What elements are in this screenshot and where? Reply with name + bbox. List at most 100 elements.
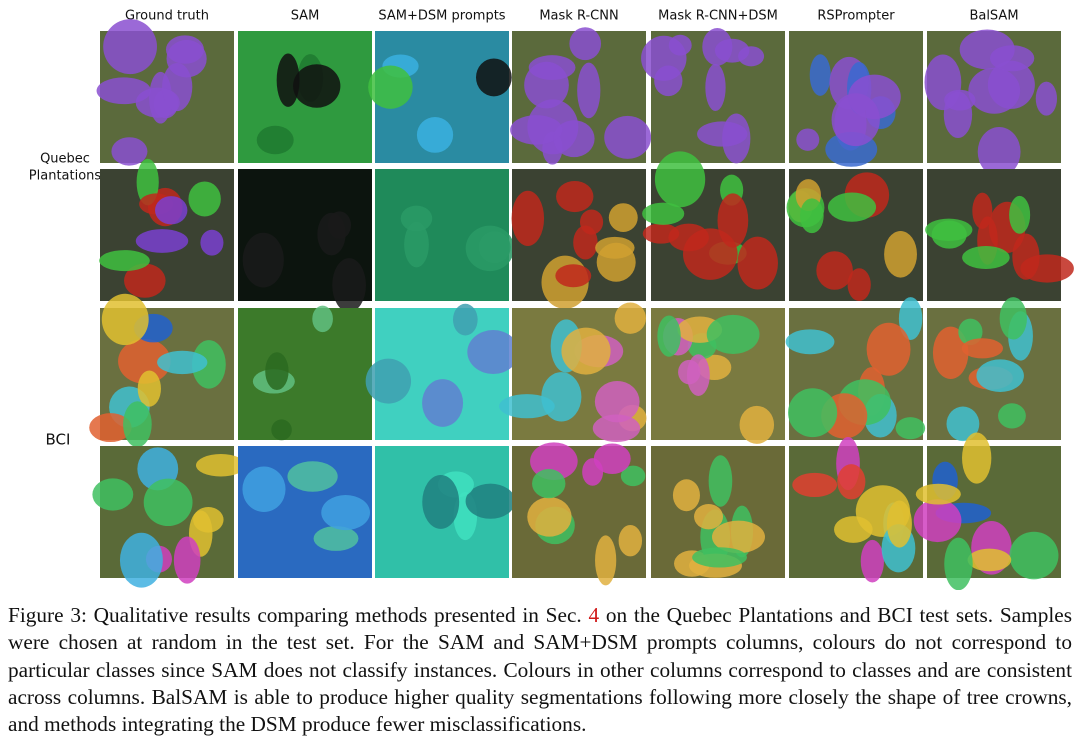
segment-blob <box>173 536 201 584</box>
segment-blob <box>620 465 646 487</box>
segment-blob <box>706 314 760 354</box>
segment-blob <box>321 495 371 531</box>
segment-blob <box>788 388 838 438</box>
segment-blob <box>594 380 640 423</box>
segment-blob <box>422 474 460 529</box>
segment-blob <box>556 180 594 213</box>
segment-blob <box>925 218 973 241</box>
segment-blob <box>511 190 545 246</box>
segment-blob <box>898 297 923 341</box>
image-tile <box>927 297 1061 442</box>
segment-blob <box>962 432 992 484</box>
segment-blob <box>932 326 969 380</box>
segment-blob <box>242 232 284 288</box>
segment-blob <box>642 223 680 244</box>
segment-blob <box>467 330 520 374</box>
segment-blob <box>946 406 980 442</box>
segment-blob <box>962 245 1010 269</box>
image-tile <box>375 446 516 578</box>
image-tile <box>913 432 1061 590</box>
segment-blob <box>569 27 602 61</box>
segment-blob <box>809 54 831 96</box>
segment-blob <box>886 500 912 548</box>
segment-blob <box>642 202 685 225</box>
segment-blob <box>400 205 433 232</box>
segment-blob <box>143 478 193 527</box>
segment-blob <box>785 329 835 355</box>
segment-blob <box>265 352 289 391</box>
segment-blob <box>276 53 300 107</box>
segment-blob <box>89 413 132 443</box>
segment-blob <box>510 115 563 145</box>
image-tile <box>238 305 372 441</box>
segment-blob <box>792 472 838 498</box>
row-label: Plantations <box>29 169 102 184</box>
section-ref[interactable]: 4 <box>588 603 600 627</box>
column-header: RSPrompter <box>817 9 895 24</box>
segment-blob <box>884 230 917 278</box>
segment-blob <box>561 327 611 375</box>
segment-blob <box>1020 254 1074 283</box>
image-tile <box>924 29 1061 177</box>
segment-blob <box>193 506 224 533</box>
segment-blob <box>915 483 961 505</box>
column-header: SAM+DSM prompts <box>378 9 505 24</box>
segment-blob <box>967 548 1012 572</box>
segment-blob <box>672 479 700 512</box>
image-tile <box>99 158 234 301</box>
segment-blob <box>618 524 643 557</box>
image-tile <box>368 31 512 163</box>
image-tile <box>96 19 234 166</box>
segment-blob <box>404 221 429 268</box>
segment-blob <box>712 520 765 554</box>
image-tile <box>642 151 785 301</box>
segment-blob <box>593 443 631 475</box>
image-tile <box>925 169 1074 301</box>
segment-blob <box>943 91 973 138</box>
segment-blob <box>714 38 750 63</box>
segment-blob <box>103 19 157 75</box>
segment-blob <box>101 293 149 346</box>
segment-blob <box>154 196 188 225</box>
image-tile <box>786 169 923 301</box>
segment-blob <box>287 461 338 492</box>
segment-blob <box>271 419 292 441</box>
segment-blob <box>614 302 646 334</box>
image-tile <box>641 28 785 164</box>
segment-blob <box>717 193 749 248</box>
segment-blob <box>416 116 454 153</box>
figure: Ground truth SAM SAM+DSM prompts Mask R-CNN… <box>29 9 1074 590</box>
segment-blob <box>422 379 464 427</box>
image-tile <box>238 31 372 163</box>
segment-blob <box>135 87 180 118</box>
image-tile <box>789 436 923 583</box>
segment-blob <box>111 137 148 166</box>
segment-blob <box>188 181 221 217</box>
segment-blob <box>692 547 747 568</box>
image-tile <box>511 169 646 309</box>
segment-blob <box>499 394 555 419</box>
segment-blob <box>866 322 911 376</box>
segment-blob <box>1035 81 1058 116</box>
caption-text: Qualitative results comparing methods pr… <box>93 603 582 627</box>
segment-blob <box>657 315 681 357</box>
segment-blob <box>800 198 824 234</box>
image-tile <box>651 308 785 444</box>
segment-blob <box>123 401 152 448</box>
segment-blob <box>293 64 341 108</box>
segment-blob <box>604 115 652 159</box>
image-tile <box>789 31 923 167</box>
segment-blob <box>678 359 701 385</box>
column-header: Mask R-CNN <box>539 9 618 24</box>
segment-blob <box>654 65 683 97</box>
column-header: Ground truth <box>125 9 209 24</box>
segment-blob <box>99 250 150 272</box>
segment-blob <box>737 236 778 290</box>
column-header: BalSAM <box>969 9 1018 24</box>
image-tile <box>89 293 234 448</box>
segment-blob <box>989 45 1035 72</box>
segment-blob <box>137 370 161 407</box>
segment-blob <box>999 297 1027 340</box>
segment-blob <box>668 34 692 56</box>
segment-blob <box>191 340 226 389</box>
